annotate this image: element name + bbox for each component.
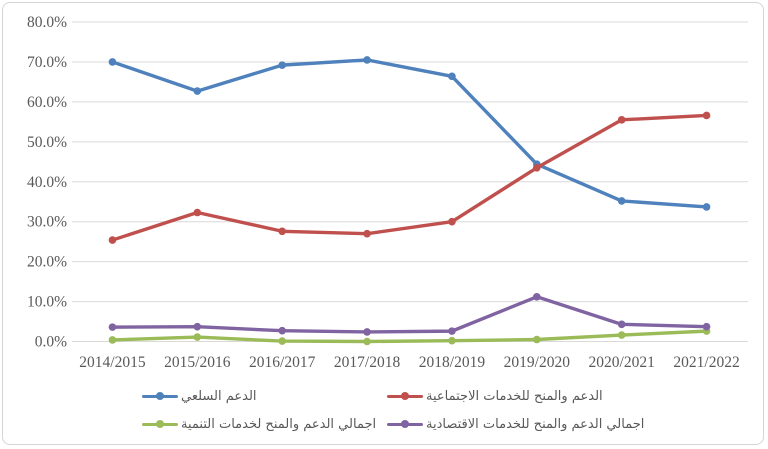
series-point <box>193 208 202 217</box>
y-axis-tick-label: 50.0% <box>27 134 67 151</box>
chart-frame <box>2 2 764 445</box>
series-point <box>448 72 456 81</box>
series-point <box>533 335 541 344</box>
y-axis-tick-label: 10.0% <box>27 294 67 311</box>
series-point <box>617 331 626 339</box>
series-point <box>448 336 456 345</box>
x-axis-tick-label: 2021/2022 <box>673 354 739 371</box>
series-point <box>108 236 117 244</box>
y-axis-tick-label: 20.0% <box>27 254 67 271</box>
y-axis-tick-label: 30.0% <box>27 214 67 231</box>
gridlines-group <box>72 21 748 342</box>
series-point <box>278 337 286 345</box>
series-point <box>702 203 711 211</box>
series-point <box>193 87 202 95</box>
series-point <box>193 322 202 331</box>
series-line-0 <box>110 58 709 209</box>
series-point <box>533 292 541 301</box>
series-group <box>108 56 711 346</box>
series-point <box>363 328 371 336</box>
x-axis-tick-label: 2016/2017 <box>249 354 316 371</box>
series-point <box>193 333 202 341</box>
series-point <box>363 337 371 346</box>
y-axis-tick-label: 0.0% <box>35 334 67 351</box>
series-point <box>363 229 371 238</box>
x-axis-labels: 2014/2015 2015/2016 2016/2017 2017/2018 2018… <box>79 354 739 371</box>
y-axis-labels: 0.0% 10.0% 20.0% 30.0% 40.0% 50.0% 60.0% 70.0% 8… <box>27 14 67 351</box>
y-axis-tick-label: 60.0% <box>27 94 67 111</box>
y-axis-tick-label: 80.0% <box>27 14 67 31</box>
series-point <box>278 326 286 335</box>
series-point <box>533 163 541 172</box>
x-axis-tick-label: 2017/2018 <box>334 354 401 371</box>
series-point <box>108 323 117 331</box>
y-axis-tick-label: 70.0% <box>27 54 67 71</box>
x-axis-tick-label: 2014/2015 <box>79 354 146 371</box>
series-point <box>617 320 626 329</box>
series-point <box>702 322 711 331</box>
series-point <box>108 336 117 344</box>
series-point <box>702 111 711 120</box>
series-point <box>448 327 456 335</box>
series-point <box>617 197 626 205</box>
y-axis-tick-label: 40.0% <box>27 174 67 191</box>
series-point <box>617 116 626 124</box>
series-point <box>278 227 286 236</box>
series-point <box>363 56 371 64</box>
x-axis-tick-label: 2015/2016 <box>164 354 231 371</box>
series-point <box>448 217 456 226</box>
series-line-3 <box>110 295 709 334</box>
x-axis-tick-label: 2019/2020 <box>504 354 571 371</box>
series-line-2 <box>110 329 709 344</box>
x-axis-tick-label: 2018/2019 <box>419 354 486 371</box>
series-point <box>108 58 117 66</box>
x-axis-tick-label: 2020/2021 <box>589 354 655 371</box>
series-line-1 <box>110 113 709 242</box>
series-point <box>278 61 286 69</box>
